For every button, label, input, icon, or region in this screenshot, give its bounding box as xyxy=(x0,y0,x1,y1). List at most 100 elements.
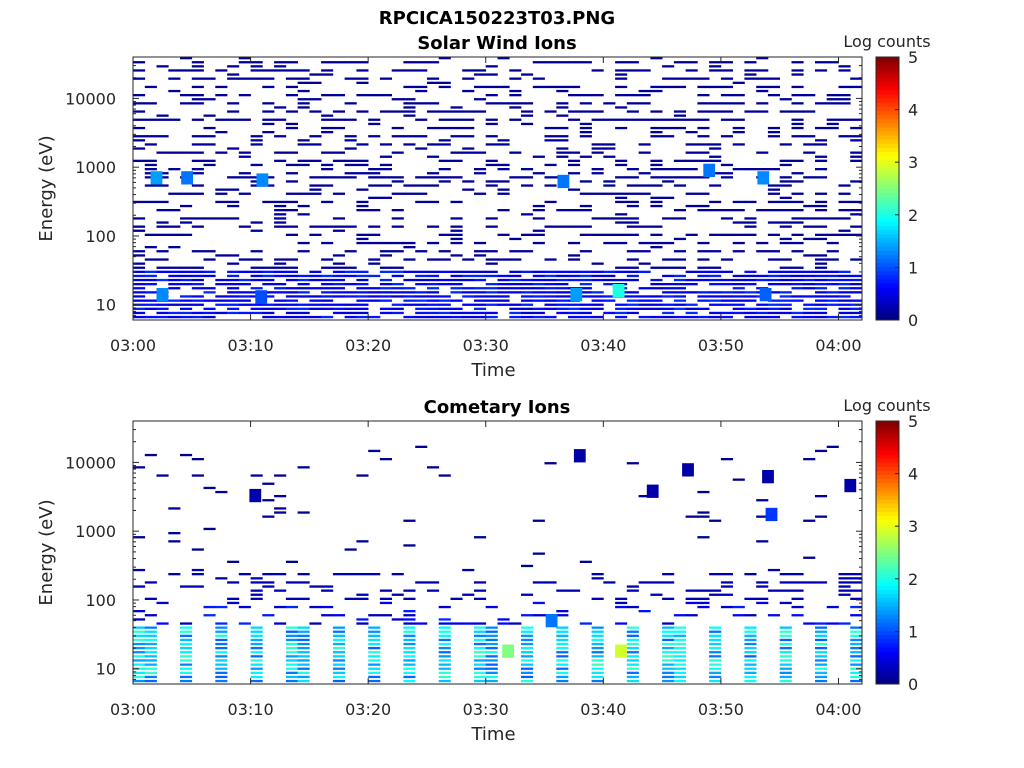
heatmap-cell xyxy=(568,311,581,315)
heatmap-cell xyxy=(379,254,392,257)
heatmap-cell xyxy=(650,200,663,204)
heatmap-cell xyxy=(215,188,228,191)
heatmap-cell xyxy=(321,585,334,588)
colorbar-segment xyxy=(876,237,899,243)
heatmap-cell xyxy=(285,663,298,666)
heatmap-cell xyxy=(203,605,216,609)
heatmap-cell xyxy=(838,622,851,625)
heatmap-cell xyxy=(815,262,828,265)
heatmap-cell xyxy=(215,303,228,306)
heatmap-cell xyxy=(532,291,545,294)
heatmap-cell xyxy=(297,143,310,146)
heatmap-cell xyxy=(438,671,451,674)
heatmap-cell xyxy=(662,642,675,646)
colorbar-segment xyxy=(876,482,899,488)
heatmap-cell xyxy=(474,659,487,662)
heatmap-cell xyxy=(180,311,193,315)
heatmap-cell xyxy=(603,270,616,273)
heatmap-cell xyxy=(662,77,675,80)
heatmap-cell xyxy=(815,647,828,650)
heatmap-cell xyxy=(615,266,628,269)
heatmap-cell xyxy=(297,511,310,514)
heatmap-cell xyxy=(815,274,828,278)
heatmap-cell xyxy=(497,618,510,621)
heatmap-cell xyxy=(238,94,251,97)
y-tick-label: 100 xyxy=(85,227,116,246)
heatmap-cell xyxy=(615,622,628,625)
heatmap-cell xyxy=(662,274,675,278)
heatmap-cell xyxy=(626,663,639,666)
heatmap-cell xyxy=(238,573,251,576)
heatmap-cell xyxy=(415,85,428,89)
heatmap-cell xyxy=(791,122,804,126)
x-tick-label: 03:40 xyxy=(580,336,626,355)
heatmap-cell xyxy=(791,73,804,76)
heatmap-cell xyxy=(415,303,428,306)
heatmap-cell xyxy=(356,204,369,208)
heatmap-cell xyxy=(791,192,804,195)
heatmap-cell xyxy=(744,630,757,633)
heatmap-cell xyxy=(227,311,240,315)
heatmap-cell xyxy=(720,176,733,179)
heatmap-cell xyxy=(438,85,451,89)
heatmap-cell xyxy=(297,597,310,600)
heatmap-cell xyxy=(709,85,722,89)
heatmap-cell xyxy=(556,667,569,670)
colorbar-segment xyxy=(876,577,899,582)
heatmap-cell xyxy=(379,601,392,605)
heatmap-cell xyxy=(285,299,298,302)
heatmap-cell xyxy=(803,151,816,154)
heatmap-cell xyxy=(603,283,616,286)
heatmap-cell xyxy=(556,679,569,683)
heatmap-cell xyxy=(180,151,193,154)
heatmap-cell xyxy=(297,102,310,105)
heatmap-cell xyxy=(521,278,534,282)
colorbar-segment xyxy=(876,270,899,276)
heatmap-cell xyxy=(673,614,686,617)
heatmap-cell xyxy=(815,254,828,257)
heatmap-cell xyxy=(403,110,416,113)
heatmap-cell xyxy=(250,278,263,282)
heatmap-cell xyxy=(403,659,416,662)
heatmap-cell xyxy=(815,634,828,637)
heatmap-cell xyxy=(509,291,522,294)
heatmap-cell xyxy=(626,250,639,253)
heatmap-cell xyxy=(438,618,451,621)
heatmap-cell xyxy=(144,291,157,294)
heatmap-cell xyxy=(262,283,275,286)
heatmap-cell xyxy=(673,274,686,278)
heatmap-cell xyxy=(803,315,816,319)
heatmap-cell xyxy=(227,270,240,273)
heatmap-cell xyxy=(274,287,287,290)
heatmap-cell xyxy=(779,311,792,315)
heatmap-cell xyxy=(297,278,310,282)
heatmap-cell xyxy=(544,126,557,130)
heatmap-cell xyxy=(274,262,287,265)
colorbar-segment xyxy=(876,73,899,79)
heatmap-cell xyxy=(156,315,169,319)
heatmap-cell xyxy=(262,200,275,204)
heatmap-cell xyxy=(250,77,263,80)
heatmap-cell xyxy=(673,77,686,80)
heatmap-cell xyxy=(250,311,263,315)
heatmap-cell xyxy=(485,262,498,265)
heatmap-cell xyxy=(391,135,404,138)
heatmap-cell xyxy=(344,102,357,105)
heatmap-cell xyxy=(215,299,228,302)
heatmap-cell xyxy=(638,495,651,498)
heatmap-cell xyxy=(462,568,475,572)
colorbar-segment xyxy=(876,106,899,111)
heatmap-cell xyxy=(238,278,251,282)
heatmap-cell xyxy=(744,659,757,662)
heatmap-cell xyxy=(227,560,240,563)
heatmap-cell xyxy=(297,287,310,290)
colorbar-segment xyxy=(876,299,899,305)
heatmap-cell xyxy=(427,270,440,273)
heatmap-cell xyxy=(697,250,710,253)
heatmap-cell xyxy=(438,303,451,306)
heatmap-cell xyxy=(826,241,839,245)
heatmap-cell xyxy=(156,258,169,261)
colorbar-segment xyxy=(876,266,899,272)
heatmap-cell xyxy=(767,168,780,171)
heatmap-cell xyxy=(379,295,392,298)
